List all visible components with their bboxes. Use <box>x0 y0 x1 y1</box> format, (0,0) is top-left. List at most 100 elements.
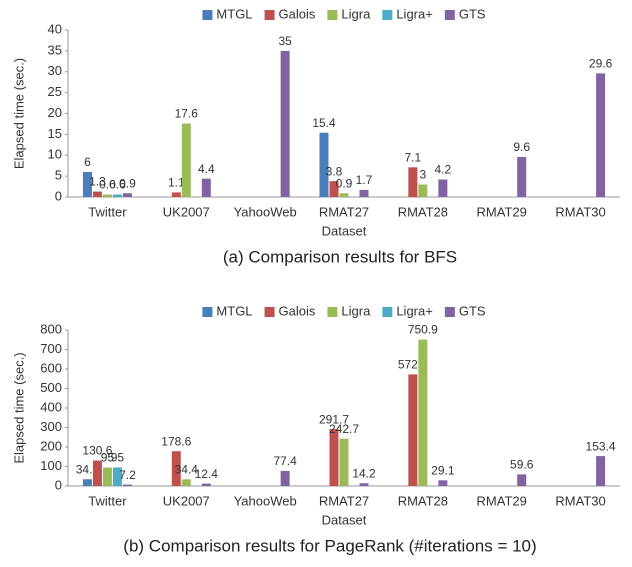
value-label: 77.4 <box>273 454 297 468</box>
y-tick-label: 40 <box>48 21 62 36</box>
legend-swatch <box>264 10 275 20</box>
legend-swatch <box>444 10 455 20</box>
value-label: 29.1 <box>431 463 455 477</box>
bar <box>596 73 606 197</box>
bar <box>92 460 102 486</box>
y-axis-label: Elapsed time (sec.) <box>11 352 26 463</box>
y-tick-label: 200 <box>40 438 62 453</box>
legend-label: Ligra <box>341 6 371 21</box>
bar <box>517 474 527 486</box>
y-tick-label: 5 <box>55 168 62 183</box>
legend-swatch <box>202 10 213 20</box>
y-axis-label: Elapsed time (sec.) <box>11 58 26 169</box>
legend-label: MTGL <box>216 6 252 21</box>
bar <box>418 184 428 197</box>
bar <box>329 181 339 197</box>
value-label: 3 <box>420 168 427 182</box>
x-tick-label: RMAT28 <box>398 204 448 219</box>
bar <box>319 132 329 197</box>
legend-swatch <box>202 307 213 317</box>
legend-label: Galois <box>279 6 316 21</box>
legend-label: Ligra+ <box>396 303 433 318</box>
bar <box>438 179 448 197</box>
legend-swatch <box>382 10 393 20</box>
bar <box>596 456 606 486</box>
y-tick-label: 700 <box>40 341 62 356</box>
legend-swatch <box>327 307 338 317</box>
bar <box>102 467 112 486</box>
bar <box>102 194 112 197</box>
y-tick-label: 35 <box>48 42 62 57</box>
y-tick-label: 10 <box>48 147 62 162</box>
value-label: 1.1 <box>168 176 185 190</box>
x-tick-label: RMAT29 <box>477 493 527 508</box>
value-label: 4.2 <box>435 163 452 177</box>
value-label: 35 <box>278 34 292 48</box>
value-label: 153.4 <box>586 439 616 453</box>
value-label: 6 <box>84 155 91 169</box>
y-tick-label: 500 <box>40 380 62 395</box>
y-tick-label: 400 <box>40 399 62 414</box>
x-tick-label: UK2007 <box>163 204 210 219</box>
bar <box>408 167 418 197</box>
chart-title: (a) Comparison results for BFS <box>223 247 457 266</box>
legend-label: GTS <box>459 303 486 318</box>
value-label: 0.9 <box>336 176 353 190</box>
value-label: 1.3 <box>89 175 106 189</box>
legend-label: Ligra <box>341 303 371 318</box>
chart-title: (b) Comparison results for PageRank (#it… <box>123 536 536 555</box>
y-tick-label: 30 <box>48 63 62 78</box>
bar <box>92 191 102 197</box>
value-label: 17.6 <box>175 107 199 121</box>
value-label: 1.7 <box>356 173 373 187</box>
value-label: 34.4 <box>175 462 199 476</box>
value-label: 95 <box>101 451 115 465</box>
x-tick-label: RMAT28 <box>398 493 448 508</box>
y-tick-label: 0 <box>55 477 62 492</box>
x-tick-label: UK2007 <box>163 493 210 508</box>
bar <box>339 438 349 486</box>
x-tick-label: RMAT30 <box>555 204 605 219</box>
value-label: 4.4 <box>198 162 215 176</box>
y-tick-label: 25 <box>48 84 62 99</box>
value-label: 12.4 <box>195 467 219 481</box>
bar <box>181 123 191 197</box>
bar <box>329 429 339 486</box>
bar <box>112 194 122 197</box>
legend-label: Galois <box>279 303 316 318</box>
bar <box>418 339 428 486</box>
legend-label: GTS <box>459 6 486 21</box>
value-label: 14.2 <box>352 466 376 480</box>
bar <box>201 483 211 486</box>
bar <box>82 479 92 486</box>
value-label: 7.2 <box>119 468 136 482</box>
bar <box>171 451 181 486</box>
value-label: 0.6 <box>99 178 116 192</box>
value-label: 0.9 <box>119 176 136 190</box>
legend-label: MTGL <box>216 303 252 318</box>
bar <box>408 374 418 486</box>
value-label: 242.7 <box>329 422 359 436</box>
value-label: 95 <box>111 451 125 465</box>
y-tick-label: 800 <box>40 321 62 336</box>
x-tick-label: RMAT29 <box>477 204 527 219</box>
bar <box>82 171 92 197</box>
bar <box>280 50 290 197</box>
bar <box>201 178 211 197</box>
y-tick-label: 600 <box>40 360 62 375</box>
bar <box>171 192 181 197</box>
x-tick-label: Twitter <box>88 204 127 219</box>
y-tick-label: 20 <box>48 105 62 120</box>
y-tick-label: 300 <box>40 419 62 434</box>
value-label: 7.1 <box>405 151 422 165</box>
value-label: 9.6 <box>513 140 530 154</box>
value-label: 29.6 <box>589 57 613 71</box>
bar <box>122 193 132 197</box>
x-tick-label: RMAT30 <box>555 493 605 508</box>
value-label: 130.6 <box>82 444 112 458</box>
legend-label: Ligra+ <box>396 6 433 21</box>
value-label: 15.4 <box>312 116 336 130</box>
bar <box>517 156 527 197</box>
value-label: 59.6 <box>510 458 534 472</box>
